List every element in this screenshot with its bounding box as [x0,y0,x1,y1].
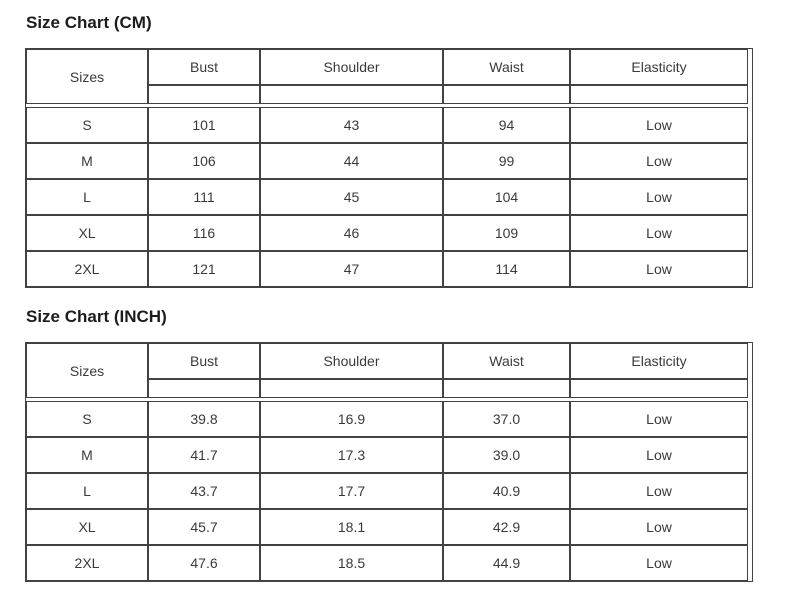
size-table-header: Sizes Bust Shoulder Waist Elasticity [26,343,748,398]
size-chart-section-inch: Size Chart (INCH) Sizes Bust Shoulder Waist… [25,304,753,582]
size-row: S 39.8 16.9 37.0 Low [26,401,748,437]
size-cell: 18.1 [260,509,443,545]
header-cell-sizes: Sizes [26,49,148,104]
size-cell: 37.0 [443,401,570,437]
size-cell: 47.6 [148,545,260,581]
size-cell: Low [570,215,748,251]
size-cell: 45 [260,179,443,215]
size-chart-cm-title: Size Chart (CM) [26,13,152,32]
header-cell: Bust [148,343,260,379]
header-cell: Elasticity [570,343,748,379]
size-cell: 104 [443,179,570,215]
size-cell: 17.3 [260,437,443,473]
size-cell: 2XL [26,545,148,581]
size-chart-page: Size Chart (CM) Sizes Bust Shoulder Waist El… [25,10,753,582]
subheader-cell [260,379,443,398]
size-cell: 46 [260,215,443,251]
size-cell: 43.7 [148,473,260,509]
size-cell: 116 [148,215,260,251]
size-cell: 43 [260,107,443,143]
size-cell: 114 [443,251,570,287]
size-row: XL 45.7 18.1 42.9 Low [26,509,748,545]
size-cell: L [26,179,148,215]
size-cell: 44.9 [443,545,570,581]
size-cell: 16.9 [260,401,443,437]
size-cell: 94 [443,107,570,143]
subheader-cell [570,85,748,104]
header-cell: Waist [443,343,570,379]
subheader-cell [260,85,443,104]
size-table-body: S 101 43 94 Low M 106 44 99 Low L 111 45 104 Low XL 116 4… [26,107,748,287]
size-table-header: Sizes Bust Shoulder Waist Elasticity [26,49,748,104]
size-cell: 2XL [26,251,148,287]
size-chart-section-cm: Size Chart (CM) Sizes Bust Shoulder Waist El… [25,10,753,288]
size-cell: XL [26,509,148,545]
size-cell: 109 [443,215,570,251]
size-cell: 40.9 [443,473,570,509]
header-cell-sizes: Sizes [26,343,148,398]
size-cell: 39.0 [443,437,570,473]
size-cell: Low [570,545,748,581]
size-cell: S [26,401,148,437]
header-cell: Elasticity [570,49,748,85]
size-cell: 17.7 [260,473,443,509]
subheader-row [26,85,748,104]
header-row: Sizes Bust Shoulder Waist Elasticity [26,49,748,104]
size-row: XL 116 46 109 Low [26,215,748,251]
size-cell: M [26,437,148,473]
subheader-cell [148,85,260,104]
size-chart-inch-title: Size Chart (INCH) [26,307,167,326]
size-cell: S [26,107,148,143]
size-cell: Low [570,509,748,545]
size-cell: 111 [148,179,260,215]
size-table-body: S 39.8 16.9 37.0 Low M 41.7 17.3 39.0 Low L 43.7 17.… [26,401,748,581]
size-cell: 101 [148,107,260,143]
size-row: 2XL 47.6 18.5 44.9 Low [26,545,748,581]
size-cell: 45.7 [148,509,260,545]
size-cell: 39.8 [148,401,260,437]
size-row: L 43.7 17.7 40.9 Low [26,473,748,509]
size-cell: M [26,143,148,179]
size-cell: Low [570,473,748,509]
header-cell: Waist [443,49,570,85]
size-cell: Low [570,401,748,437]
size-cell: L [26,473,148,509]
size-cell: Low [570,437,748,473]
size-row: 2XL 121 47 114 Low [26,251,748,287]
header-cell: Shoulder [260,49,443,85]
size-cell: 44 [260,143,443,179]
size-cell: Low [570,107,748,143]
subheader-cell [443,85,570,104]
size-cell: XL [26,215,148,251]
header-cell: Shoulder [260,343,443,379]
size-row: M 106 44 99 Low [26,143,748,179]
header-row: Sizes Bust Shoulder Waist Elasticity [26,343,748,398]
size-row: S 101 43 94 Low [26,107,748,143]
header-cell: Bust [148,49,260,85]
size-cell: 121 [148,251,260,287]
subheader-cell [570,379,748,398]
size-cell: 42.9 [443,509,570,545]
size-table-inch: Sizes Bust Shoulder Waist Elasticity S 39.8 16.… [25,342,753,582]
size-cell: Low [570,251,748,287]
subheader-cell [443,379,570,398]
size-cell: 41.7 [148,437,260,473]
size-table-cm: Sizes Bust Shoulder Waist Elasticity S 101 43 94… [25,48,753,288]
size-cell: 47 [260,251,443,287]
size-cell: 18.5 [260,545,443,581]
size-cell: 106 [148,143,260,179]
size-row: L 111 45 104 Low [26,179,748,215]
subheader-cell [148,379,260,398]
size-cell: 99 [443,143,570,179]
size-cell: Low [570,179,748,215]
size-cell: Low [570,143,748,179]
size-row: M 41.7 17.3 39.0 Low [26,437,748,473]
subheader-row [26,379,748,398]
